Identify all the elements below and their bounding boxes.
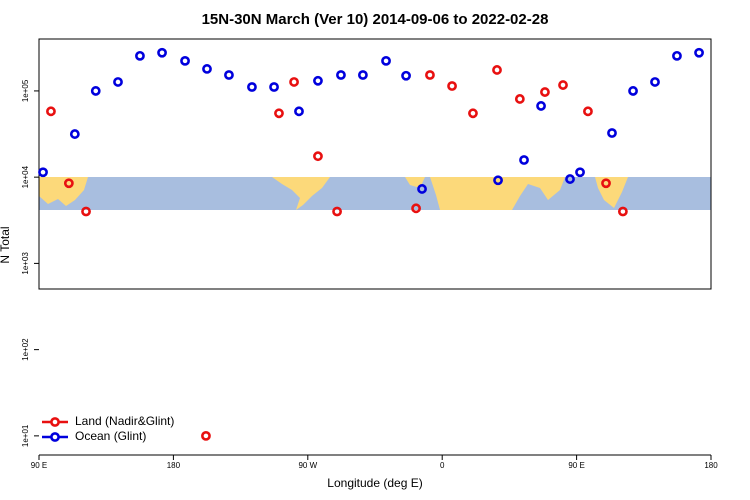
point [294, 106, 304, 117]
point [672, 50, 682, 61]
point [493, 175, 503, 186]
point [274, 108, 284, 119]
x-tick-label: 90 E [568, 461, 584, 470]
point [224, 70, 234, 80]
point [519, 155, 529, 165]
point [381, 55, 391, 66]
point [540, 87, 550, 97]
y-tick-label: 1e+01 [21, 424, 30, 447]
point [63, 178, 74, 189]
point [558, 80, 568, 90]
point [289, 77, 299, 87]
point [358, 70, 368, 80]
point [201, 430, 211, 441]
point [69, 129, 80, 139]
x-tick-label: 0 [440, 461, 445, 470]
point [180, 55, 190, 66]
point [313, 151, 323, 162]
point [135, 50, 145, 61]
point [113, 77, 123, 87]
y-axis-label: N Total [0, 226, 12, 263]
point [425, 70, 435, 80]
point [202, 64, 212, 74]
point [313, 75, 323, 86]
legend-marker [50, 432, 60, 442]
point [565, 174, 575, 184]
chart-title: 15N-30N March (Ver 10) 2014-09-06 to 202… [202, 11, 549, 28]
x-tick-label: 90 W [298, 461, 317, 470]
x-axis-label: Longitude (deg E) [327, 476, 422, 490]
point [336, 70, 346, 80]
point [81, 206, 91, 217]
point [468, 108, 478, 119]
y-tick-label: 1e+04 [21, 165, 30, 188]
point [628, 86, 638, 96]
point [607, 128, 617, 138]
x-tick-label: 180 [167, 461, 181, 470]
y-tick-label: 1e+03 [21, 252, 30, 275]
point [601, 178, 611, 189]
legend-label: Land (Nadir&Glint) [75, 414, 174, 428]
point [650, 77, 660, 87]
point [492, 65, 502, 75]
point [46, 106, 56, 117]
point [157, 47, 167, 58]
map-band [39, 177, 711, 210]
point [269, 82, 279, 92]
point [575, 167, 585, 178]
point [332, 206, 342, 217]
point [583, 106, 593, 117]
y-tick-label: 1e+02 [21, 338, 30, 361]
legend-marker [50, 417, 60, 427]
point [536, 101, 546, 111]
point [617, 206, 628, 217]
point [401, 70, 411, 81]
point [514, 94, 525, 104]
y-tick-label: 1e+05 [21, 79, 30, 102]
point [38, 167, 48, 178]
point [411, 203, 421, 214]
point [90, 86, 101, 96]
point [417, 184, 427, 194]
x-tick-label: 90 E [31, 461, 47, 470]
point [694, 47, 704, 58]
x-tick-label: 180 [704, 461, 718, 470]
point [447, 81, 457, 91]
legend-label: Ocean (Glint) [75, 429, 146, 443]
plot-frame [38, 38, 712, 290]
point [247, 82, 257, 92]
